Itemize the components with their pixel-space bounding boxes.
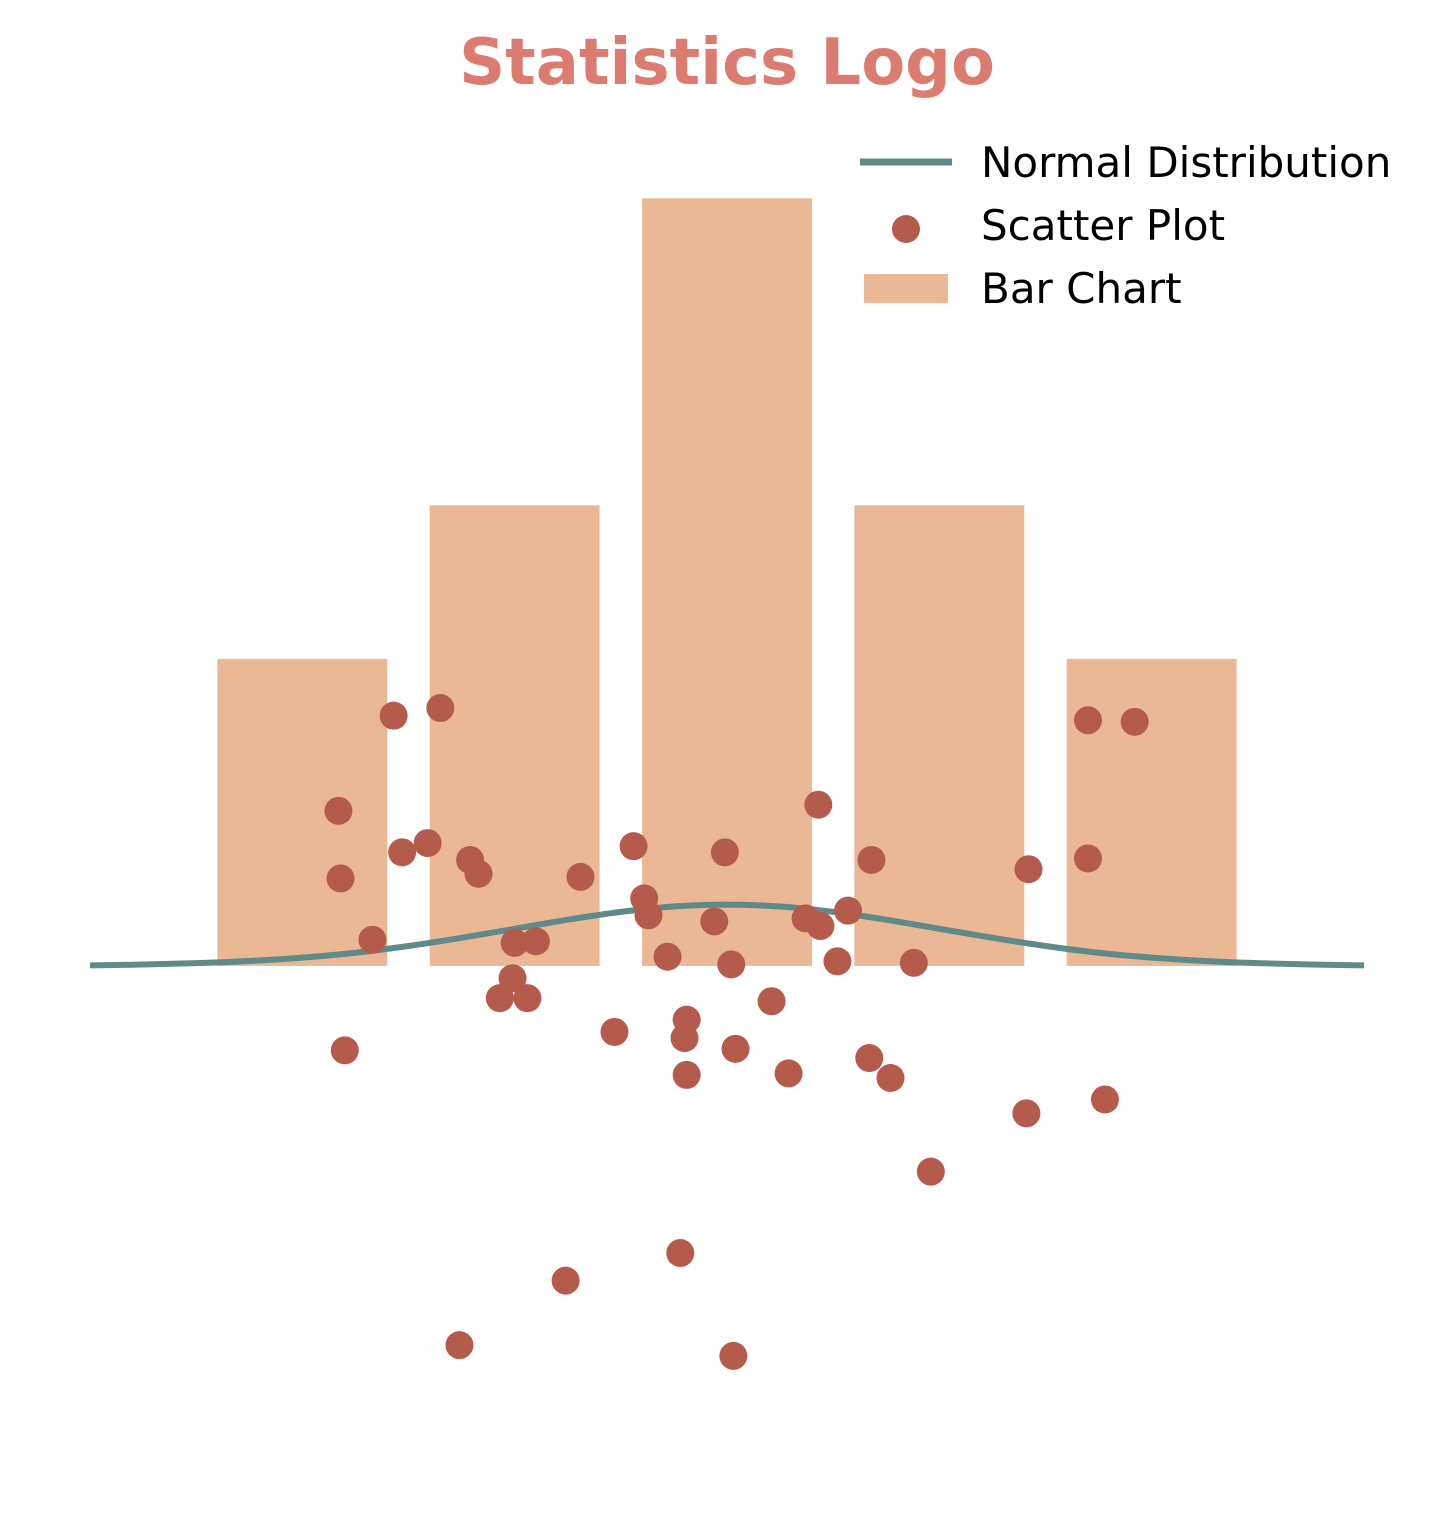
scatter-point: [413, 829, 442, 858]
scatter-point: [672, 1060, 701, 1089]
scatter-series: [324, 694, 1149, 1370]
scatter-point: [619, 832, 648, 861]
scatter-point: [717, 950, 746, 979]
scatter-point: [426, 694, 455, 723]
scatter-point: [445, 1331, 474, 1360]
scatter-point: [521, 927, 550, 956]
scatter-point: [498, 964, 527, 993]
scatter-point: [513, 984, 542, 1013]
legend-scatter-swatch: [892, 215, 920, 243]
scatter-point: [330, 1036, 359, 1065]
scatter-point: [379, 701, 408, 730]
scatter-point: [1090, 1085, 1119, 1114]
legend-label-scatter-plot: Scatter Plot: [981, 201, 1225, 250]
scatter-point: [666, 1239, 695, 1268]
scatter-point: [721, 1034, 750, 1063]
scatter-point: [774, 1059, 803, 1088]
scatter-point: [804, 790, 833, 819]
scatter-point: [823, 947, 852, 976]
scatter-point: [1073, 844, 1102, 873]
scatter-point: [1012, 1099, 1041, 1128]
legend-label-normal-distribution: Normal Distribution: [981, 138, 1391, 187]
scatter-point: [670, 1024, 699, 1053]
scatter-point: [899, 948, 928, 977]
normal-distribution-line: [89, 901, 1365, 969]
scatter-point: [710, 838, 739, 867]
normal-distribution-series: [89, 901, 1365, 969]
scatter-point: [1014, 855, 1043, 884]
scatter-point: [855, 1044, 884, 1073]
scatter-point: [566, 862, 595, 891]
scatter-point: [485, 984, 514, 1013]
scatter-point: [653, 942, 682, 971]
scatter-point: [806, 912, 835, 941]
scatter-point: [700, 907, 729, 936]
scatter-point: [634, 901, 663, 930]
bar-series: [217, 198, 1237, 966]
scatter-point: [834, 896, 863, 925]
bar: [217, 658, 388, 966]
scatter-point: [719, 1341, 748, 1370]
legend-bar-swatch: [864, 274, 948, 303]
scatter-point: [500, 928, 529, 957]
scatter-point: [857, 845, 886, 874]
legend-label-bar-chart: Bar Chart: [981, 264, 1182, 313]
scatter-point: [600, 1017, 629, 1046]
scatter-point: [358, 925, 387, 954]
chart-title: Statistics Logo: [459, 26, 995, 100]
scatter-point: [326, 864, 355, 893]
scatter-point: [1073, 706, 1102, 735]
scatter-point: [464, 859, 493, 888]
legend: Normal Distribution Scatter Plot Bar Cha…: [860, 138, 1391, 313]
bar: [429, 505, 600, 966]
scatter-point: [1120, 707, 1149, 736]
scatter-point: [551, 1266, 580, 1295]
scatter-point: [324, 796, 353, 825]
bar: [854, 505, 1025, 966]
bar: [642, 198, 812, 966]
scatter-point: [876, 1064, 905, 1093]
bar: [1066, 658, 1237, 966]
scatter-point: [388, 838, 417, 867]
scatter-point: [757, 987, 786, 1016]
scatter-point: [916, 1157, 945, 1186]
